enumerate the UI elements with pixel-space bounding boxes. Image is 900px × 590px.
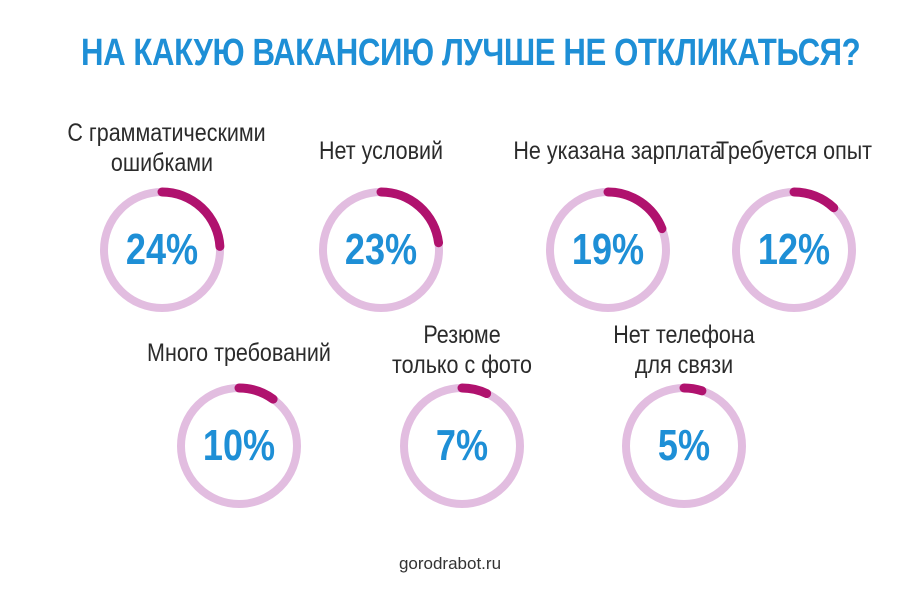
donut-ring: 23% xyxy=(319,187,444,312)
item-label-line: Резюме xyxy=(423,321,501,349)
donut-ring: 24% xyxy=(100,187,225,312)
item-label-line: Требуется опыт xyxy=(715,137,873,165)
donut-ring: 7% xyxy=(400,383,524,508)
percent-label: 5% xyxy=(657,421,711,470)
ring-value-arc xyxy=(603,187,667,234)
item-label: Резюме только с фото xyxy=(367,320,556,380)
ring-value-arc xyxy=(234,383,278,404)
item-label: Требуется опыт xyxy=(699,136,888,166)
percent-label: 23% xyxy=(344,225,418,274)
item-label-line: только с фото xyxy=(392,351,532,379)
item-label: Нет телефона для связи xyxy=(589,320,778,380)
item-label-line: Нет телефона xyxy=(613,321,755,349)
item-label-line: Много требований xyxy=(147,339,331,367)
percent-label: 10% xyxy=(202,421,276,470)
ring-value-arc xyxy=(157,187,225,251)
item-label: Много требований xyxy=(144,338,333,368)
item-label-line: Не указана зарплата xyxy=(513,137,722,165)
ring-value-arc xyxy=(679,383,707,396)
percent-label: 12% xyxy=(757,225,831,274)
item-label-line: С грамматическими xyxy=(67,119,266,147)
item-label-line: Нет условий xyxy=(318,137,444,165)
percent-label: 19% xyxy=(571,225,645,274)
item-label: Не указана зарплата xyxy=(513,136,722,166)
chart-title: НА КАКУЮ ВАКАНСИЮ ЛУЧШЕ НЕ ОТКЛИКАТЬСЯ? xyxy=(81,32,861,74)
item-label: Нет условий xyxy=(286,136,475,166)
donut-ring: 5% xyxy=(622,383,746,508)
donut-ring: 19% xyxy=(546,187,670,312)
item-label-line: для связи xyxy=(634,351,734,379)
ring-value-arc xyxy=(457,383,492,399)
percent-label: 24% xyxy=(125,225,199,274)
ring-value-arc xyxy=(376,187,444,248)
percent-label: 7% xyxy=(435,421,489,470)
donut-ring: 12% xyxy=(732,187,856,312)
item-label-line: ошибками xyxy=(110,149,214,177)
donut-ring: 10% xyxy=(177,383,301,508)
ring-value-arc xyxy=(789,187,839,213)
item-label: С грамматическими ошибками xyxy=(67,118,266,178)
source-credit: gorodrabot.ru xyxy=(398,554,502,573)
